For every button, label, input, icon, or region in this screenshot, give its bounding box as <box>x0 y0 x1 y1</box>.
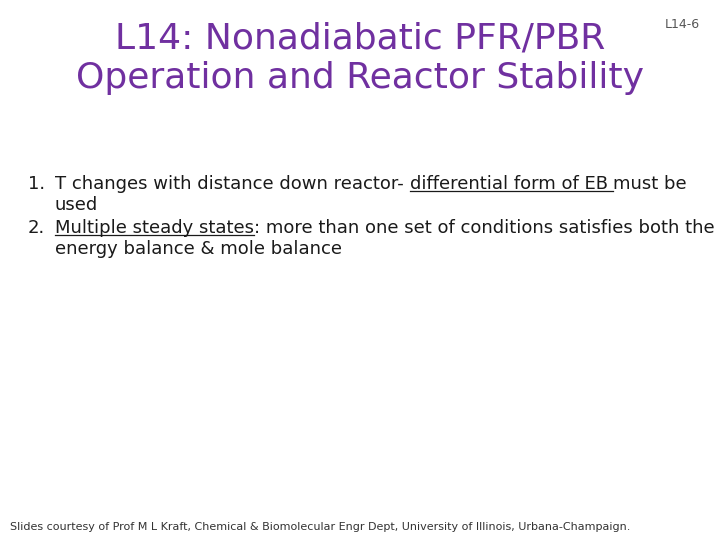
Text: : more than one set of conditions satisfies both the: : more than one set of conditions satisf… <box>254 219 715 237</box>
Text: L14-6: L14-6 <box>665 18 700 31</box>
Text: energy balance & mole balance: energy balance & mole balance <box>55 240 342 258</box>
Text: must be: must be <box>613 175 687 193</box>
Text: 2.: 2. <box>28 219 45 237</box>
Text: L14: Nonadiabatic PFR/PBR
Operation and Reactor Stability: L14: Nonadiabatic PFR/PBR Operation and … <box>76 22 644 96</box>
Text: 1.: 1. <box>28 175 45 193</box>
Text: differential form of EB: differential form of EB <box>410 175 613 193</box>
Text: Multiple steady states: Multiple steady states <box>55 219 254 237</box>
Text: used: used <box>55 196 98 214</box>
Text: T changes with distance down reactor-: T changes with distance down reactor- <box>55 175 410 193</box>
Text: Slides courtesy of Prof M L Kraft, Chemical & Biomolecular Engr Dept, University: Slides courtesy of Prof M L Kraft, Chemi… <box>10 522 631 532</box>
